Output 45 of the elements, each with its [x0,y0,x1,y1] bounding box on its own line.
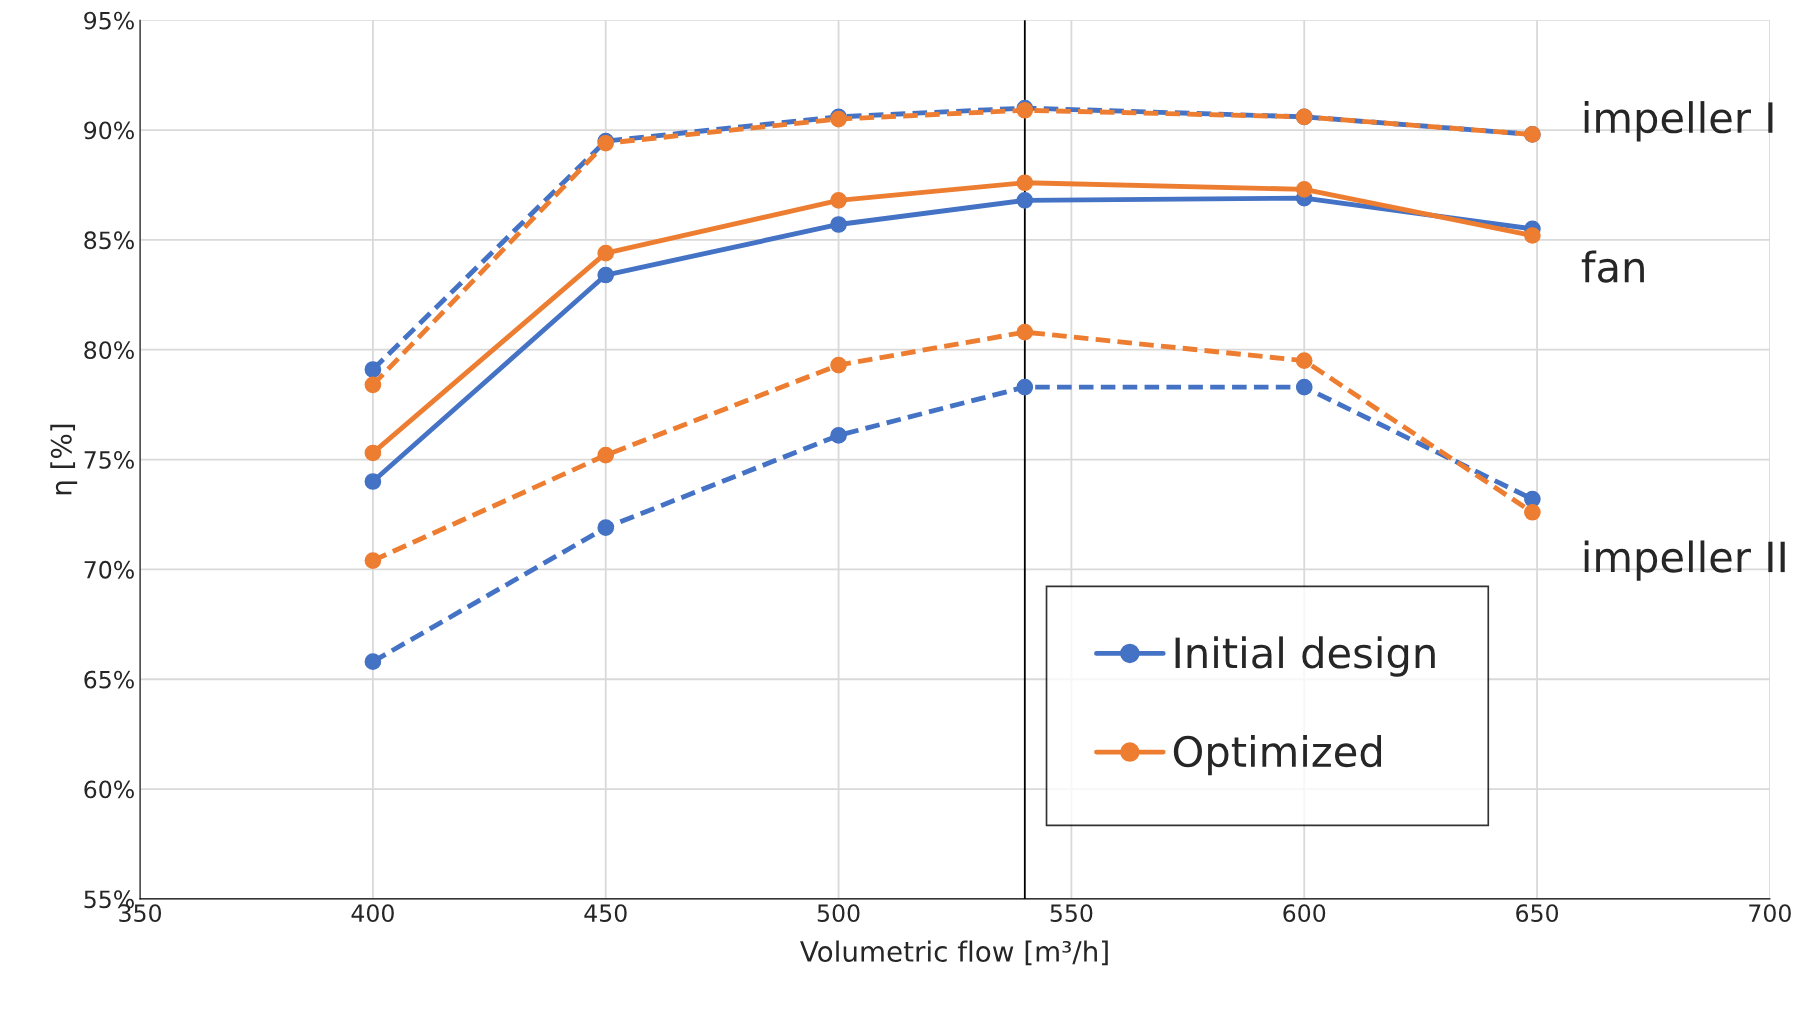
y-tick-label: 65% [84,670,134,689]
point [830,191,847,209]
x-tick-label: 550 [1050,904,1093,923]
legend-label: Optimized [1173,735,1382,776]
y-tick-label: 85% [84,231,134,250]
point [1524,227,1541,244]
point [1016,174,1034,192]
point [1524,503,1541,521]
annotation: fan [1581,250,1644,283]
point [364,376,382,394]
point [364,473,382,490]
y-tick-label: 90% [84,121,134,140]
point [1016,378,1034,396]
point [364,653,382,670]
y-tick-label: 70% [84,560,134,579]
point [364,552,382,569]
point [1295,378,1313,396]
x-tick-label: 600 [1283,904,1326,923]
legend-label: Initial design [1175,636,1435,677]
point [830,356,847,374]
y-axis-title: η [%] [50,424,78,495]
point [364,444,382,462]
y-tick-label: 75% [84,451,134,469]
x-tick-label: 650 [1516,904,1559,923]
point [597,446,615,464]
y-tick-label: 60% [84,780,134,799]
point [597,244,615,262]
x-tick-label: 450 [584,904,627,923]
x-tick-label: 700 [1749,904,1791,923]
x-tick-label: 500 [817,904,860,923]
point [1295,352,1313,370]
annotation: impeller II [1584,540,1785,581]
point [597,266,615,284]
x-tick-label: 400 [351,904,394,923]
point [597,519,615,536]
point [1016,323,1034,341]
point [830,427,847,444]
point [830,216,847,233]
y-tick-label: 95% [84,11,134,30]
annotation: impeller I [1584,101,1773,142]
point [364,361,382,378]
x-axis-title: Volumetric flow [m³/h] [800,940,1108,966]
point [1016,191,1034,209]
y-tick-label: 80% [84,341,134,360]
point [1295,181,1313,198]
